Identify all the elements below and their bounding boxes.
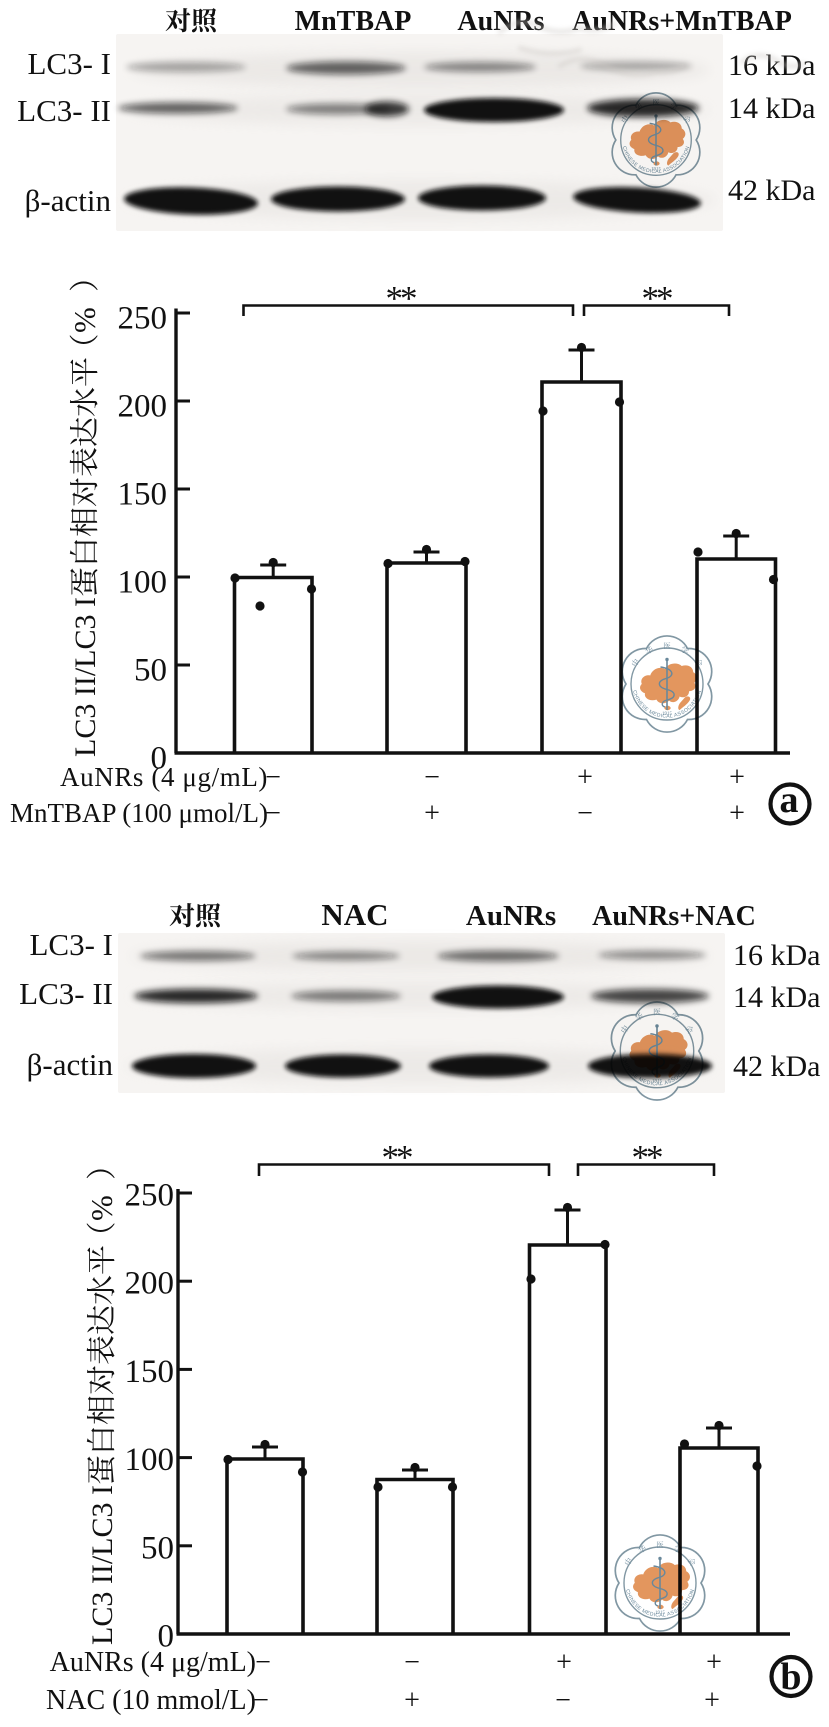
svg-text:LC3- I: LC3- I: [29, 927, 113, 962]
svg-text:+: +: [577, 762, 593, 793]
svg-text:−: −: [265, 762, 281, 793]
svg-text:a: a: [780, 779, 799, 821]
svg-text:MnTBAP (100 μmol/L): MnTBAP (100 μmol/L): [10, 798, 268, 828]
svg-text:250: 250: [125, 1178, 175, 1214]
svg-text:LC3- II: LC3- II: [19, 976, 113, 1011]
svg-text:+: +: [729, 762, 745, 793]
svg-text:AuNRs (4 μg/mL): AuNRs (4 μg/mL): [50, 1647, 256, 1678]
svg-text:−: −: [555, 1685, 571, 1716]
svg-text:42 kDa: 42 kDa: [733, 1050, 820, 1083]
svg-text:0: 0: [158, 1619, 175, 1655]
svg-text:100: 100: [125, 1442, 175, 1478]
svg-text:LC3- I: LC3- I: [27, 46, 111, 81]
svg-text:100: 100: [118, 565, 168, 601]
svg-text:LC3- II: LC3- II: [17, 93, 111, 128]
svg-text:50: 50: [141, 1530, 174, 1566]
svg-text:−: −: [253, 1685, 269, 1716]
svg-text:+: +: [706, 1647, 722, 1678]
svg-text:42 kDa: 42 kDa: [728, 174, 815, 207]
svg-text:−: −: [404, 1647, 420, 1678]
svg-text:150: 150: [118, 477, 168, 513]
svg-text:14 kDa: 14 kDa: [728, 92, 815, 125]
svg-text:NAC (10 mmol/L): NAC (10 mmol/L): [46, 1685, 256, 1716]
svg-text:+: +: [704, 1685, 720, 1716]
svg-text:200: 200: [118, 389, 168, 425]
svg-text:**: **: [642, 279, 673, 318]
svg-text:200: 200: [125, 1266, 175, 1302]
svg-text:250: 250: [118, 301, 168, 337]
svg-text:−: −: [255, 1647, 271, 1678]
svg-text:+: +: [729, 798, 745, 829]
svg-text:**: **: [632, 1138, 663, 1177]
svg-text:AuNRs+MnTBAP: AuNRs+MnTBAP: [572, 6, 792, 37]
svg-text:NAC: NAC: [321, 897, 388, 932]
svg-text:−: −: [265, 798, 281, 829]
svg-text:β-actin: β-actin: [25, 183, 112, 218]
svg-text:MnTBAP: MnTBAP: [295, 6, 412, 37]
svg-text:AuNRs (4 μg/mL): AuNRs (4 μg/mL): [60, 762, 268, 792]
svg-text:+: +: [424, 798, 440, 829]
svg-text:**: **: [386, 279, 417, 318]
svg-text:AuNRs+NAC: AuNRs+NAC: [592, 901, 756, 932]
svg-text:0: 0: [151, 741, 168, 777]
svg-text:−: −: [424, 762, 440, 793]
svg-text:+: +: [556, 1647, 572, 1678]
svg-text:150: 150: [125, 1354, 175, 1390]
svg-text:16 kDa: 16 kDa: [733, 939, 820, 972]
svg-text:b: b: [780, 1656, 801, 1698]
svg-text:**: **: [382, 1138, 413, 1177]
svg-text:−: −: [577, 798, 593, 829]
svg-text:AuNRs: AuNRs: [466, 900, 556, 932]
svg-text:+: +: [404, 1685, 420, 1716]
svg-text:50: 50: [134, 653, 167, 689]
svg-text:14 kDa: 14 kDa: [733, 981, 820, 1014]
svg-text:β-actin: β-actin: [27, 1047, 114, 1082]
